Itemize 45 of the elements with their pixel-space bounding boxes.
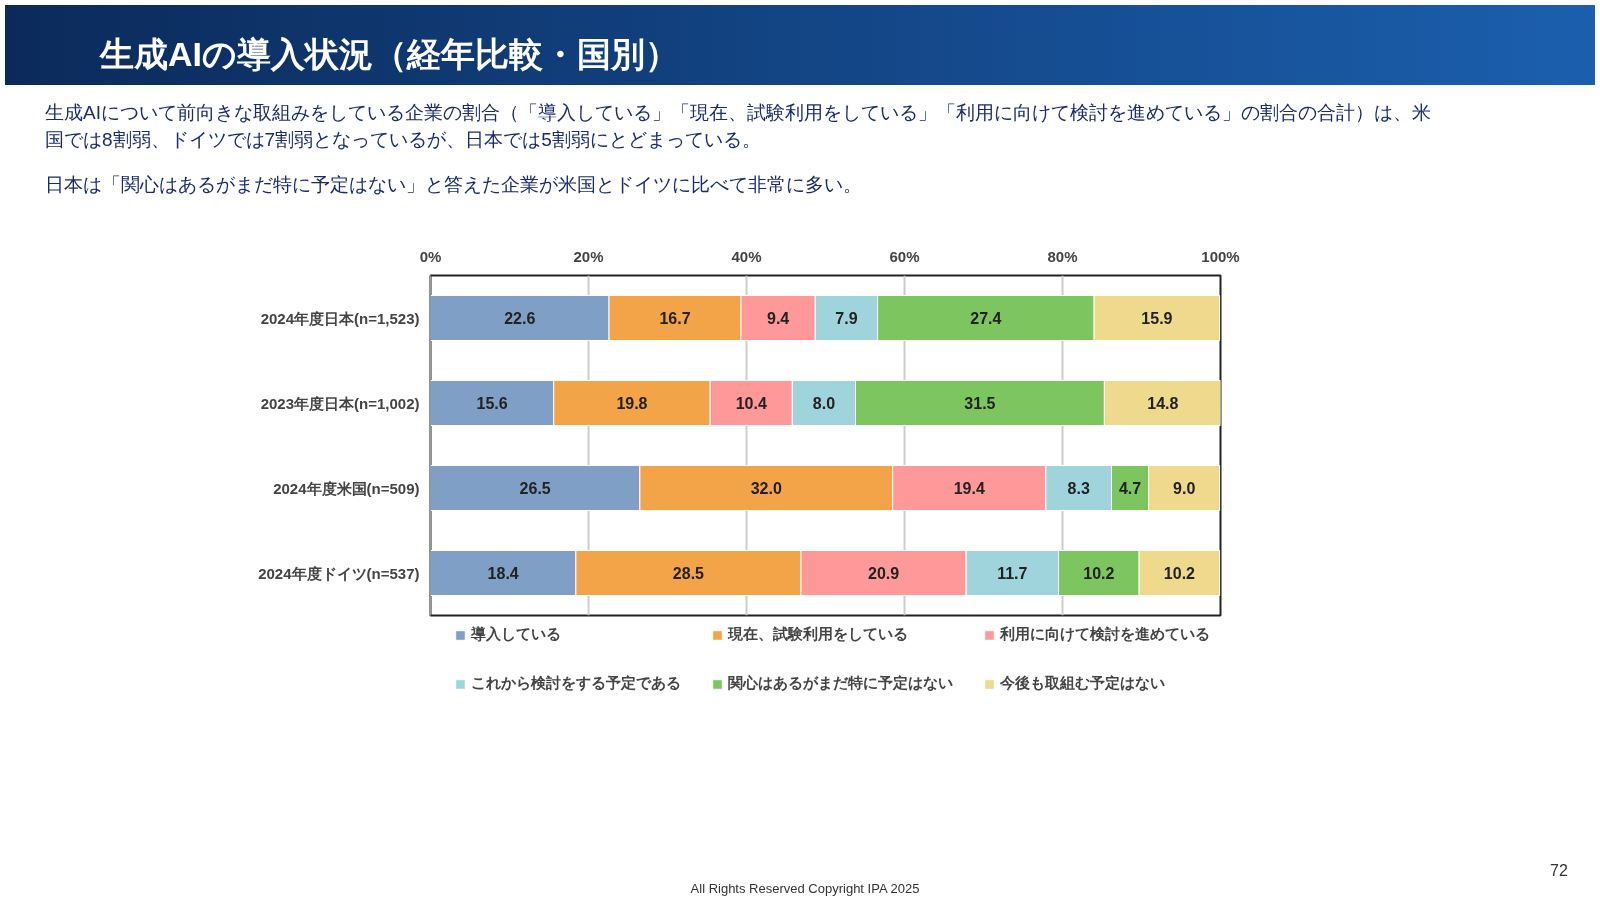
y-tick-label: 2023年度日本(n=1,002) [260,394,420,412]
data-label: 16.7 [659,310,691,327]
data-label: 19.8 [616,395,648,412]
text: 日本は「関心はあるがまだ特に予定はない」と答えた企業が米国とドイツに比べて非常に多い。 [45,173,862,197]
y-tick-label: 2024年度米国(n=509) [273,479,420,497]
data-label: 27.4 [970,310,1002,327]
y-tick-label: 2024年度日本(n=1,523) [260,309,420,327]
data-label: 9.4 [766,310,790,327]
legend-label: これから検討をする予定である [471,674,681,693]
data-label: 20.9 [867,565,900,582]
data-label: 14.8 [1147,395,1179,412]
legend-label: 導入している [471,625,561,644]
legend-label: 今後も取組む予定はない [1000,674,1165,693]
data-label: 22.6 [504,310,536,327]
data-label: 26.5 [519,480,551,497]
data-label: 15.6 [476,395,508,412]
text: 生成AIについて前向きな取組みをしている企業の割合（「導入している」「現在、試験利用をしている」「利用に向けて検討を進めている」の割合の合計）は、米国では8割弱、ドイツでは7割弱となっているが、日本では5割弱にとどまっている。 [45,101,1432,153]
x-tick-label: 0% [419,247,442,265]
chart-title: 生成AIの導入状況（経年比較・国別） [100,34,679,75]
x-tick-label: 60% [889,247,920,265]
data-label: 8.0 [812,395,836,412]
data-label: 18.4 [487,565,519,582]
text: All Rights Reserved Copyright IPA 2025 [690,880,920,898]
data-label: 10.4 [735,395,767,412]
data-label: 19.4 [953,480,985,497]
data-label: 15.9 [1141,310,1173,327]
x-tick-label: 20% [573,247,604,265]
data-label: 10.2 [1083,565,1115,582]
data-label: 4.7 [1118,480,1142,497]
data-label: 28.5 [672,565,705,582]
x-tick-label: 80% [1047,247,1078,265]
legend-label: 関心はあるがまだ特に予定はない [728,674,953,693]
legend-label: 利用に向けて検討を進めている [1000,625,1210,644]
data-label: 8.3 [1067,480,1090,497]
text: 72 [1550,861,1568,881]
data-label: 31.5 [964,395,996,412]
x-tick-label: 100% [1201,247,1240,265]
x-tick-label: 40% [731,247,762,265]
data-label: 32.0 [750,480,782,497]
data-label: 7.9 [835,310,858,327]
legend-label: 現在、試験利用をしている [728,625,908,644]
y-tick-label: 2024年度ドイツ(n=537) [258,564,420,582]
data-label: 9.0 [1173,480,1196,497]
data-label: 10.2 [1163,565,1196,582]
data-label: 11.7 [997,565,1028,582]
